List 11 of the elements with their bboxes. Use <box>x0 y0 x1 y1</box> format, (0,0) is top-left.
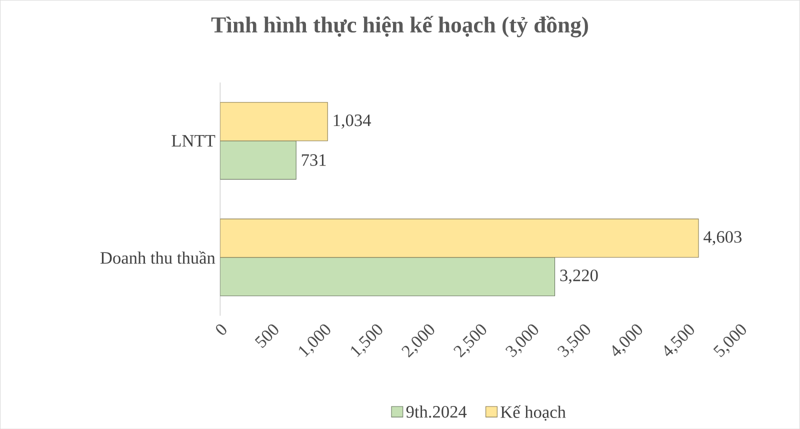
data-label: 3,220 <box>560 269 598 284</box>
y-tick-label: LNTT <box>172 135 216 146</box>
legend-label: Kế hoạch <box>500 405 566 421</box>
chart-title: Tình hình thực hiện kế hoạch (tỷ đồng) <box>211 16 588 38</box>
legend-label: 9th.2024 <box>406 405 467 418</box>
data-label: 1,034 <box>334 114 372 129</box>
x-tick-label: 0 <box>216 324 226 335</box>
data-label: 731 <box>302 154 326 166</box>
y-tick-label: Doanh thu thuần <box>100 250 216 264</box>
x-tick-label: 500 <box>254 324 278 348</box>
data-label: 4,603 <box>704 230 742 246</box>
